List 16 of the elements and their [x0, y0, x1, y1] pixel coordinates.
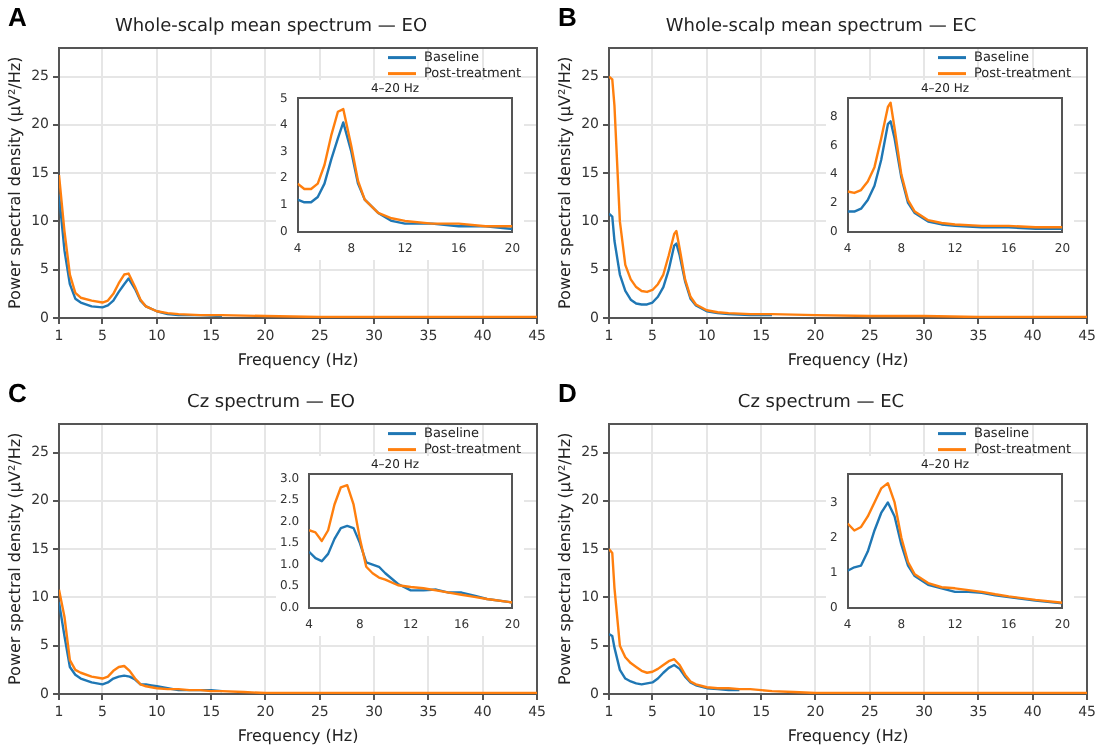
text: C	[8, 378, 27, 408]
x-axis-title: Frequency (Hz)	[237, 350, 359, 369]
chart-title: Cz spectrum — EO	[187, 393, 355, 414]
x-axis-title: Frequency (Hz)	[787, 726, 909, 745]
y-axis-title: Power spectral density (μV²/Hz)	[5, 56, 24, 309]
text: B	[558, 2, 577, 32]
chart-title: Whole-scalp mean spectrum — EC	[665, 17, 977, 38]
x-axis-title: Frequency (Hz)	[237, 726, 359, 745]
x-axis-title: Frequency (Hz)	[787, 350, 909, 369]
chart-title: Whole-scalp mean spectrum — EO	[114, 17, 428, 38]
text: D	[558, 378, 577, 408]
text: A	[8, 2, 27, 32]
y-axis-title: Power spectral density (μV²/Hz)	[555, 432, 574, 685]
chart-title: Cz spectrum — EC	[737, 393, 905, 414]
y-axis-title: Power spectral density (μV²/Hz)	[555, 56, 574, 309]
y-axis-title: Power spectral density (μV²/Hz)	[5, 432, 24, 685]
